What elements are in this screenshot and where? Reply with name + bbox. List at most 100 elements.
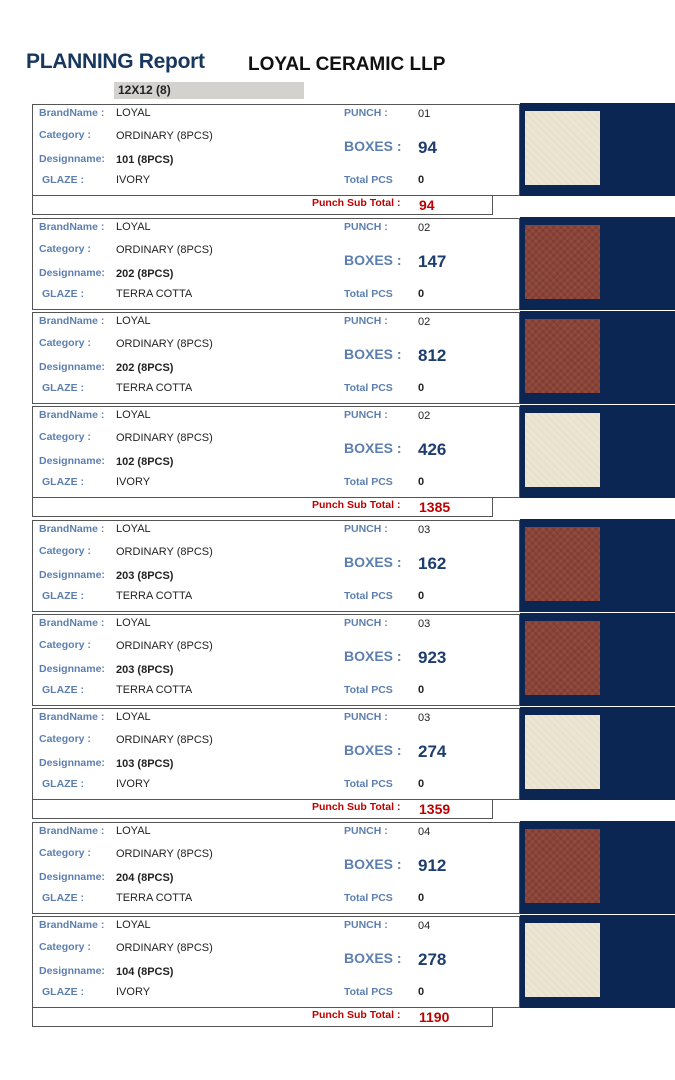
design-row: BrandName : LOYAL Category : ORDINARY (8…	[32, 405, 675, 498]
design-value: 204 (8PCS)	[116, 872, 174, 884]
boxes-value: 912	[418, 856, 447, 875]
brand-label: BrandName :	[39, 825, 105, 837]
row-frame	[32, 708, 520, 800]
glaze-value: TERRA COTTA	[116, 590, 193, 602]
design-label: Designname:	[39, 871, 105, 883]
swatch-panel	[520, 217, 675, 310]
row-frame	[32, 916, 520, 1008]
design-value: 102 (8PCS)	[116, 456, 174, 468]
boxes-value: 274	[418, 742, 447, 761]
brand-value: LOYAL	[116, 315, 151, 327]
subtotal-value: 94	[419, 197, 435, 213]
design-value: 104 (8PCS)	[116, 966, 174, 978]
total-pcs-value: 0	[418, 288, 425, 300]
swatch-panel	[520, 707, 675, 800]
punch-label: PUNCH :	[344, 107, 388, 119]
glaze-value: TERRA COTTA	[116, 892, 193, 904]
size-group-header: 12X12 (8)	[114, 82, 304, 99]
row-frame	[32, 104, 520, 196]
glaze-value: IVORY	[116, 986, 151, 998]
swatch-panel	[520, 103, 675, 196]
boxes-label: BOXES :	[344, 440, 402, 456]
category-value: ORDINARY (8PCS)	[116, 338, 213, 350]
row-frame	[32, 614, 520, 706]
total-pcs-label: Total PCS	[344, 778, 393, 790]
brand-value: LOYAL	[116, 221, 151, 233]
punch-value: 01	[418, 108, 431, 120]
glaze-label: GLAZE :	[42, 288, 84, 300]
total-pcs-label: Total PCS	[344, 382, 393, 394]
brand-label: BrandName :	[39, 221, 105, 233]
design-row: BrandName : LOYAL Category : ORDINARY (8…	[32, 311, 675, 404]
brand-label: BrandName :	[39, 919, 105, 931]
boxes-value: 426	[418, 440, 447, 459]
total-pcs-value: 0	[418, 986, 425, 998]
design-label: Designname:	[39, 569, 105, 581]
tile-swatch-terracotta	[525, 225, 600, 299]
swatch-panel	[520, 821, 675, 914]
total-pcs-value: 0	[418, 892, 425, 904]
design-label: Designname:	[39, 361, 105, 373]
boxes-label: BOXES :	[344, 950, 402, 966]
category-value: ORDINARY (8PCS)	[116, 734, 213, 746]
punch-subtotal: Punch Sub Total : 1385	[32, 497, 493, 517]
glaze-label: GLAZE :	[42, 382, 84, 394]
design-value: 203 (8PCS)	[116, 664, 174, 676]
punch-value: 02	[418, 316, 431, 328]
total-pcs-label: Total PCS	[344, 288, 393, 300]
brand-value: LOYAL	[116, 107, 151, 119]
total-pcs-value: 0	[418, 382, 425, 394]
design-row: BrandName : LOYAL Category : ORDINARY (8…	[32, 613, 675, 706]
boxes-label: BOXES :	[344, 252, 402, 268]
design-row: BrandName : LOYAL Category : ORDINARY (8…	[32, 707, 675, 800]
punch-value: 03	[418, 618, 431, 630]
design-value: 202 (8PCS)	[116, 268, 174, 280]
boxes-label: BOXES :	[344, 856, 402, 872]
subtotal-value: 1385	[419, 499, 451, 515]
category-value: ORDINARY (8PCS)	[116, 942, 213, 954]
punch-label: PUNCH :	[344, 409, 388, 421]
design-label: Designname:	[39, 757, 105, 769]
total-pcs-label: Total PCS	[344, 174, 393, 186]
brand-label: BrandName :	[39, 315, 105, 327]
punch-label: PUNCH :	[344, 221, 388, 233]
design-value: 103 (8PCS)	[116, 758, 174, 770]
design-label: Designname:	[39, 267, 105, 279]
category-label: Category :	[39, 545, 91, 557]
size-group-label: 12X12 (8)	[118, 83, 171, 97]
total-pcs-value: 0	[418, 778, 425, 790]
brand-value: LOYAL	[116, 919, 151, 931]
category-label: Category :	[39, 129, 91, 141]
design-value: 101 (8PCS)	[116, 154, 174, 166]
subtotal-value: 1359	[419, 801, 451, 817]
subtotal-label: Punch Sub Total :	[312, 499, 401, 511]
subtotal-label: Punch Sub Total :	[312, 1009, 401, 1021]
tile-swatch-ivory	[525, 413, 600, 487]
brand-label: BrandName :	[39, 409, 105, 421]
brand-value: LOYAL	[116, 617, 151, 629]
glaze-value: IVORY	[116, 174, 151, 186]
punch-value: 04	[418, 826, 431, 838]
boxes-value: 923	[418, 648, 447, 667]
swatch-panel	[520, 519, 675, 612]
design-label: Designname:	[39, 965, 105, 977]
total-pcs-value: 0	[418, 174, 425, 186]
boxes-label: BOXES :	[344, 742, 402, 758]
brand-label: BrandName :	[39, 617, 105, 629]
design-label: Designname:	[39, 455, 105, 467]
brand-value: LOYAL	[116, 825, 151, 837]
total-pcs-value: 0	[418, 684, 425, 696]
design-row: BrandName : LOYAL Category : ORDINARY (8…	[32, 915, 675, 1008]
subtotal-label: Punch Sub Total :	[312, 801, 401, 813]
total-pcs-label: Total PCS	[344, 986, 393, 998]
brand-label: BrandName :	[39, 711, 105, 723]
total-pcs-label: Total PCS	[344, 590, 393, 602]
boxes-value: 94	[418, 138, 437, 157]
glaze-value: TERRA COTTA	[116, 288, 193, 300]
brand-label: BrandName :	[39, 523, 105, 535]
category-value: ORDINARY (8PCS)	[116, 244, 213, 256]
category-value: ORDINARY (8PCS)	[116, 640, 213, 652]
boxes-label: BOXES :	[344, 554, 402, 570]
design-value: 203 (8PCS)	[116, 570, 174, 582]
punch-subtotal: Punch Sub Total : 94	[32, 195, 493, 215]
